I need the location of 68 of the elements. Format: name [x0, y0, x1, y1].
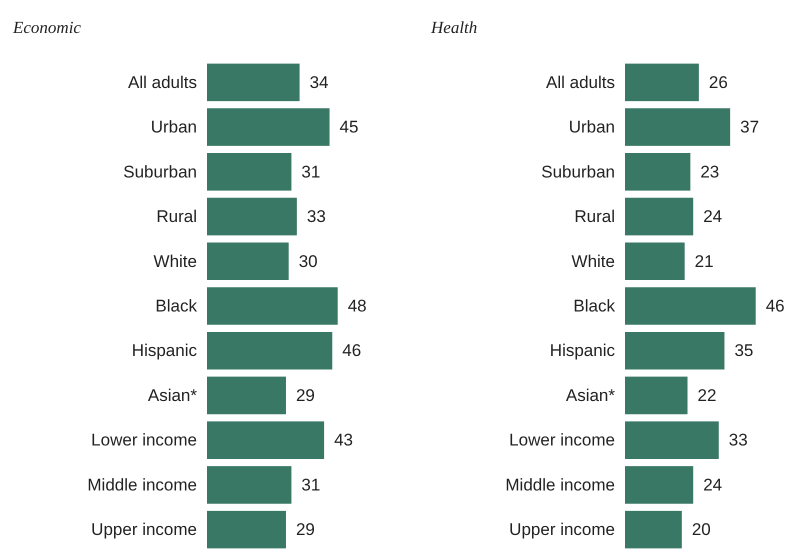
- y-tick-label: Middle income: [505, 475, 615, 494]
- y-tick-label: Asian*: [148, 386, 198, 405]
- bar: [207, 242, 289, 280]
- bar: [207, 287, 338, 325]
- data-label: 20: [692, 520, 711, 540]
- y-tick-label: Lower income: [91, 430, 197, 450]
- data-label: 24: [703, 207, 722, 226]
- bar: [207, 198, 297, 236]
- data-label: 29: [296, 386, 315, 405]
- data-label: 33: [306, 207, 326, 226]
- bar: [207, 466, 292, 504]
- bar: [625, 64, 699, 102]
- data-label: 43: [334, 430, 354, 450]
- data-label: 21: [694, 252, 714, 271]
- data-label: 22: [698, 386, 716, 405]
- bar: [207, 108, 330, 146]
- y-tick-label: All adults: [546, 72, 615, 92]
- bar: [207, 153, 292, 191]
- y-tick-label: Rural: [574, 207, 615, 226]
- bar: [625, 376, 688, 414]
- data-label: 48: [348, 296, 367, 316]
- bar: [625, 242, 685, 280]
- bar: [207, 64, 300, 102]
- bar: [625, 108, 730, 146]
- data-label: 31: [301, 162, 320, 182]
- bar: [625, 153, 690, 191]
- y-tick-label: Hispanic: [550, 341, 616, 360]
- y-tick-label: Hispanic: [132, 341, 198, 360]
- y-tick-label: White: [154, 252, 197, 271]
- y-tick-label: Middle income: [87, 475, 197, 494]
- data-label: 24: [703, 475, 722, 494]
- y-tick-label: Black: [155, 296, 198, 316]
- data-label: 33: [728, 430, 748, 450]
- y-tick-label: Lower income: [509, 430, 615, 450]
- y-tick-label: All adults: [128, 72, 197, 92]
- y-tick-label: Urban: [568, 118, 615, 137]
- bar: [207, 376, 286, 414]
- bar: [625, 198, 694, 236]
- y-tick-label: White: [572, 252, 615, 271]
- y-tick-label: Asian*: [566, 386, 616, 405]
- data-label: 34: [310, 72, 329, 92]
- y-tick-label: Urban: [150, 118, 197, 137]
- data-label: 30: [298, 252, 318, 271]
- bar: [625, 287, 756, 325]
- data-label: 35: [734, 341, 754, 360]
- bar: [625, 421, 719, 459]
- y-tick-label: Upper income: [91, 520, 197, 540]
- data-label: 37: [740, 118, 760, 137]
- bar: [625, 510, 682, 548]
- bar: [207, 332, 332, 370]
- y-tick-label: Suburban: [541, 162, 615, 182]
- y-tick-label: Suburban: [123, 162, 197, 182]
- y-tick-label: Upper income: [509, 520, 615, 540]
- bar: [625, 332, 724, 370]
- text: Health: [430, 18, 478, 37]
- data-label: 26: [708, 72, 728, 92]
- bar: [207, 421, 324, 459]
- data-label: 45: [340, 118, 358, 137]
- data-label: 31: [301, 475, 320, 494]
- data-label: 46: [342, 341, 362, 360]
- bar: [207, 510, 286, 548]
- y-tick-label: Rural: [156, 207, 197, 226]
- data-label: 46: [766, 296, 785, 316]
- data-label: 29: [296, 520, 315, 540]
- y-tick-label: Black: [573, 296, 616, 316]
- bar: [625, 466, 694, 504]
- data-label: 23: [700, 162, 720, 182]
- text: Economic: [12, 18, 82, 37]
